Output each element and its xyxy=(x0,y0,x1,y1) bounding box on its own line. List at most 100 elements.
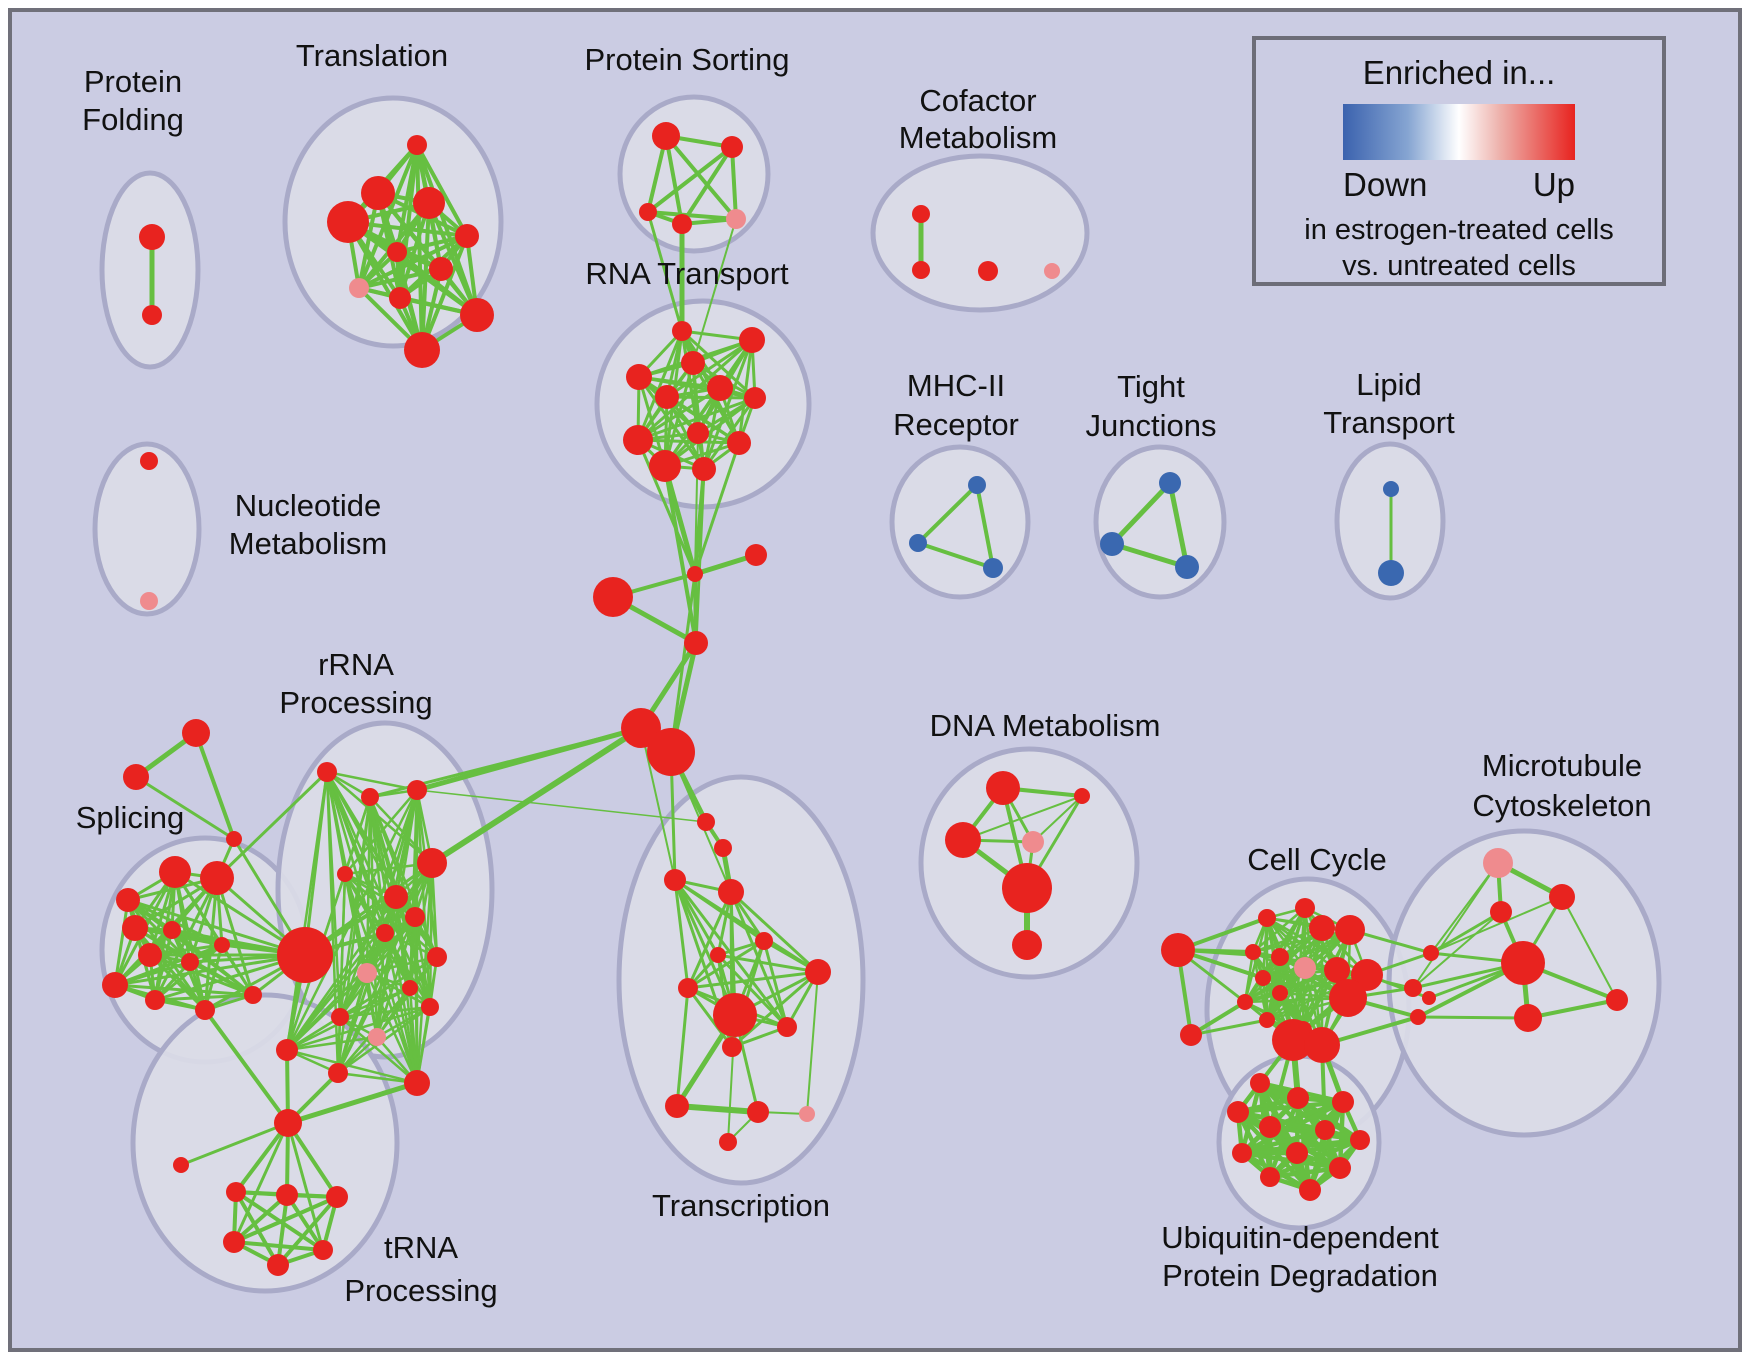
network-edge-rrna-processing xyxy=(383,931,432,1009)
network-edge-rrna-processing xyxy=(338,1015,419,1085)
network-edge-rna-transport xyxy=(665,338,754,399)
network-edge xyxy=(640,727,676,881)
network-node-c8 xyxy=(1271,948,1289,966)
network-node-tc12 xyxy=(665,1094,689,1118)
network-node-rr1 xyxy=(317,762,337,782)
network-edge xyxy=(215,770,329,880)
network-node-sp8 xyxy=(102,972,128,998)
network-edge-transcription xyxy=(686,986,734,1049)
cluster-label-mhc-ii-receptor: MHC-II Receptor xyxy=(893,368,1019,442)
network-node-tc4 xyxy=(718,879,744,905)
network-edge-rrna-processing xyxy=(285,1005,432,1052)
network-edge-cell-cycle xyxy=(1251,906,1307,954)
network-node-cj1 xyxy=(1423,945,1439,961)
network-node-r4 xyxy=(626,364,652,390)
network-node-pf2 xyxy=(142,305,162,325)
network-edge-trna-processing xyxy=(232,1193,289,1244)
network-edge xyxy=(1189,1018,1269,1037)
network-edge-rrna-processing xyxy=(365,955,439,975)
network-node-sp13 xyxy=(214,937,230,953)
network-edge xyxy=(693,441,741,576)
network-node-t5 xyxy=(455,224,479,248)
network-edge-splicing xyxy=(113,953,307,987)
network-edge-protein-sorting xyxy=(646,145,734,214)
cluster-label-microtubule-cytoskeleton: Microtubule Cytoskeleton xyxy=(1472,748,1651,823)
network-edge-rrna-processing xyxy=(408,986,419,1085)
network-edge-rrna-processing xyxy=(383,931,419,1085)
network-node-r6 xyxy=(707,375,733,401)
network-node-r7 xyxy=(744,387,766,409)
network-edge xyxy=(203,1008,290,1125)
network-node-nm2 xyxy=(140,592,158,610)
network-edge-rrna-processing xyxy=(375,915,417,1039)
network-edge-translation xyxy=(357,143,419,290)
network-edge xyxy=(1412,862,1499,989)
network-node-c4 xyxy=(1295,898,1315,918)
network-edge xyxy=(1109,541,1190,570)
network-edge-protein-sorting xyxy=(730,145,738,221)
network-node-c19 xyxy=(1304,1027,1340,1063)
cluster-label-nucleotide-metabolism: Nucleotide Metabolism xyxy=(229,488,388,561)
network-edge-rrna-processing xyxy=(285,971,369,1052)
network-edge-rna-transport xyxy=(636,438,741,445)
network-edge-transcription xyxy=(716,953,820,974)
network-edge xyxy=(194,731,236,841)
network-node-rr9 xyxy=(357,963,377,983)
cluster-label-translation: Translation xyxy=(296,38,448,73)
network-node-u7 xyxy=(1350,1130,1370,1150)
network-node-r1 xyxy=(672,321,692,341)
network-edge-rrna-processing xyxy=(365,971,432,1009)
network-node-tj3 xyxy=(1175,555,1199,579)
network-node-c5 xyxy=(1309,915,1335,941)
network-node-cf1 xyxy=(912,205,930,223)
network-node-t11 xyxy=(404,332,440,368)
network-edge-rna-transport xyxy=(680,329,757,400)
network-edge-rrna-processing xyxy=(375,931,387,1039)
legend-caption-line2: vs. untreated cells xyxy=(1342,250,1576,282)
network-node-m4 xyxy=(1501,941,1545,985)
network-node-d6 xyxy=(1012,930,1042,960)
network-node-sp9 xyxy=(145,990,165,1010)
network-node-ps1 xyxy=(652,122,680,150)
network-node-tc15 xyxy=(719,1133,737,1151)
network-node-sp7 xyxy=(181,953,199,971)
network-node-st1 xyxy=(182,719,210,747)
network-node-r8 xyxy=(687,422,709,444)
network-node-tc9 xyxy=(713,993,757,1037)
legend-title: Enriched in... xyxy=(1362,54,1556,91)
network-edge xyxy=(975,483,995,570)
network-node-c15 xyxy=(1329,979,1367,1017)
network-edge-rrna-processing xyxy=(285,861,434,1052)
network-node-t8 xyxy=(349,278,369,298)
network-node-tx1 xyxy=(226,1182,246,1202)
network-edge-rna-transport xyxy=(637,375,757,400)
cluster-label-splicing: Splicing xyxy=(76,800,185,835)
network-node-r5 xyxy=(655,385,679,409)
network-node-tx3 xyxy=(326,1186,348,1208)
network-edge-rrna-processing xyxy=(285,931,387,1052)
cluster-label-rrna-processing: rRNA Processing xyxy=(279,647,432,720)
network-edge-trna-processing xyxy=(232,1240,325,1252)
network-edge-transcription xyxy=(730,970,820,1049)
network-edge xyxy=(1167,480,1190,570)
network-node-t1 xyxy=(407,135,427,155)
network-edge xyxy=(429,725,644,866)
network-edge-translation xyxy=(357,234,469,290)
network-node-b1 xyxy=(593,577,633,617)
network-node-sp2 xyxy=(200,861,234,895)
network-node-tx2 xyxy=(276,1184,298,1206)
network-edge xyxy=(674,1103,761,1115)
network-edge-trna-processing xyxy=(234,1190,280,1267)
network-edge xyxy=(234,1121,290,1194)
network-node-mh3 xyxy=(983,558,1003,578)
network-edge-transcription xyxy=(762,939,789,1029)
network-node-rr15 xyxy=(276,1039,298,1061)
network-edge-ubiquitin-degradation xyxy=(1267,1165,1343,1180)
network-edge-rna-transport xyxy=(636,396,757,442)
network-edge-rrna-processing xyxy=(338,915,417,1019)
network-node-h2 xyxy=(647,728,695,776)
network-edge xyxy=(1109,480,1173,547)
network-node-j3 xyxy=(684,631,708,655)
network-edge xyxy=(962,795,1083,841)
